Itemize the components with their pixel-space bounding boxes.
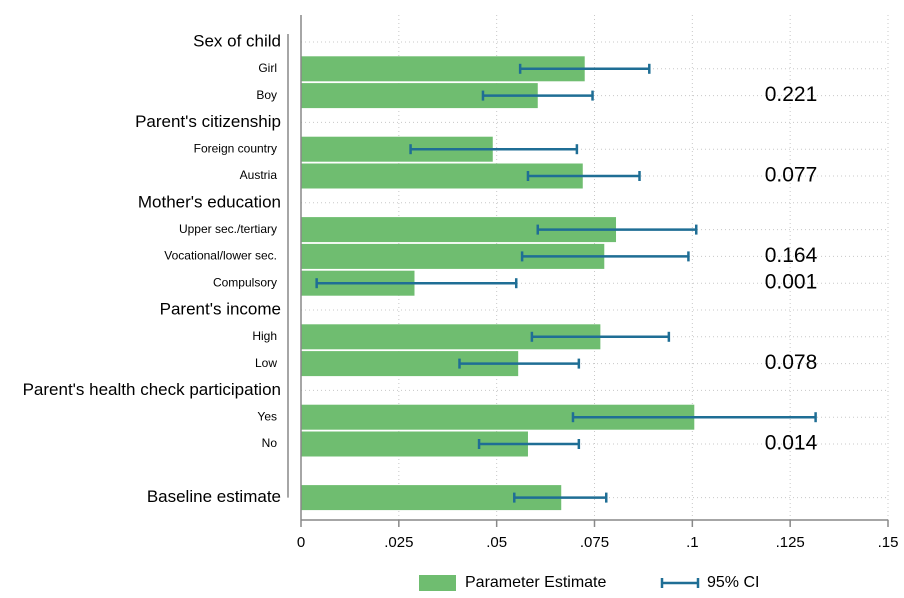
category-label: Yes [257,409,277,423]
p-value: 0.014 [765,432,818,455]
category-label: Foreign country [194,141,277,155]
category-label: No [262,436,278,450]
group-label: Sex of child [193,31,281,50]
p-value: 0.077 [765,164,818,187]
x-tick-label: .025 [384,534,413,551]
group-label: Parent's citizenship [135,112,281,131]
legend-label-ci: 95% CI [707,574,759,591]
baseline-label: Baseline estimate [147,487,281,506]
category-label: Upper sec./tertiary [179,222,277,236]
legend-swatch-estimate [419,575,456,591]
category-label: Vocational/lower sec. [164,249,277,263]
group-label: Parent's income [160,299,281,318]
category-label: Austria [240,168,278,182]
x-tick-label: .15 [878,534,899,551]
x-tick-label: .1 [686,534,699,551]
category-label: Low [255,356,277,370]
x-tick-label: .05 [486,534,507,551]
x-tick-label: .125 [776,534,805,551]
category-label: Boy [256,88,277,102]
x-tick-label: .075 [580,534,609,551]
p-value: 0.078 [765,351,818,374]
x-tick-label: 0 [297,534,305,551]
group-label: Parent's health check participation [23,380,281,399]
p-value: 0.164 [765,244,818,267]
category-label: High [252,329,277,343]
group-label: Mother's education [138,192,281,211]
category-label: Compulsory [213,275,277,289]
legend-label-estimate: Parameter Estimate [465,574,606,591]
p-value: 0.001 [765,271,818,294]
category-label: Girl [258,61,277,75]
p-value: 0.221 [765,83,818,106]
